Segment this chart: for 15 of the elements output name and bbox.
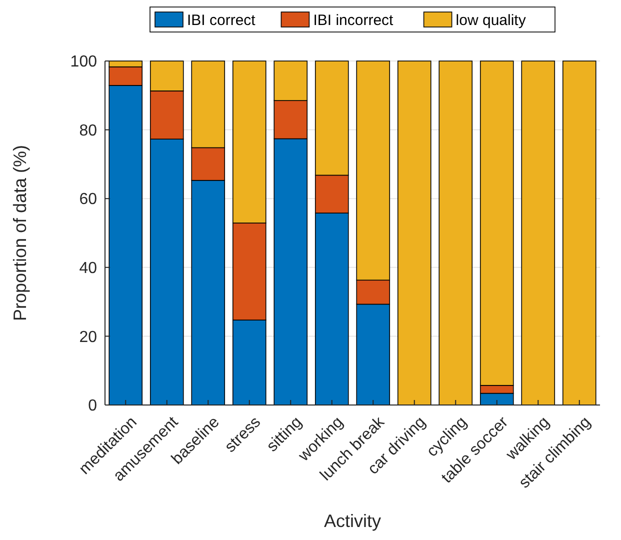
y-tick-label: 20 bbox=[79, 328, 98, 346]
y-axis-title: Proportion of data (%) bbox=[10, 144, 30, 322]
y-tick-label: 100 bbox=[70, 54, 98, 71]
legend-label: low quality bbox=[456, 12, 526, 29]
legend-label: IBI incorrect bbox=[313, 12, 394, 29]
bar bbox=[562, 60, 596, 406]
x-axis-title: Activity bbox=[324, 511, 382, 531]
bar bbox=[397, 60, 432, 406]
bar bbox=[521, 60, 556, 406]
legend-label: IBI correct bbox=[187, 12, 256, 29]
y-tick-label: 80 bbox=[79, 122, 98, 140]
y-tick-label: 0 bbox=[88, 398, 98, 415]
y-tick-label: 60 bbox=[79, 191, 98, 208]
bar bbox=[438, 60, 473, 406]
y-tick-label: 40 bbox=[79, 260, 98, 277]
